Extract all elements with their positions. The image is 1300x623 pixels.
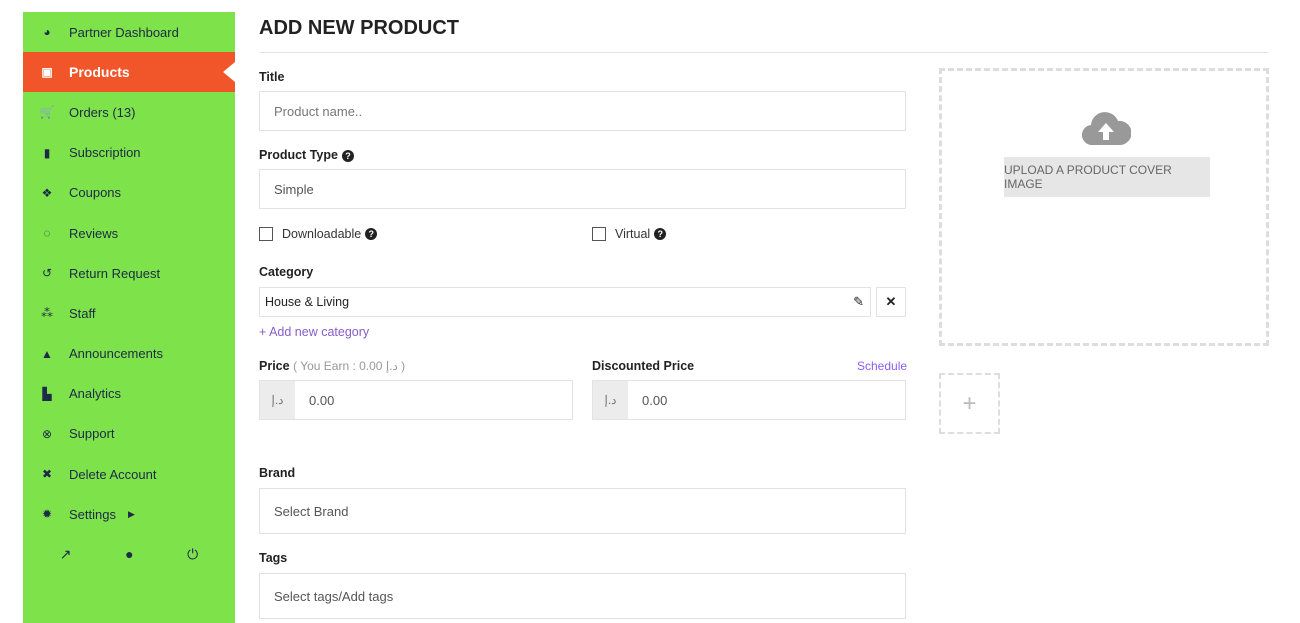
upload-cover-button[interactable]: UPLOAD A PRODUCT COVER IMAGE (1004, 157, 1210, 197)
sidebar-item-label: Return Request (69, 265, 161, 281)
undo-icon: ↺ (41, 266, 53, 281)
add-category-link[interactable]: + Add new category (259, 325, 370, 339)
downloadable-checkbox[interactable]: Downloadable? (259, 227, 378, 241)
sidebar-item-label: Announcements (69, 346, 163, 362)
chart-icon: ▙ (42, 386, 52, 401)
sidebar-item-reviews[interactable]: ◌ Reviews (23, 213, 235, 253)
sidebar-item-label: Delete Account (69, 466, 157, 482)
sidebar-item-label: Partner Dashboard (69, 24, 179, 40)
sidebar-item-label: Settings (69, 506, 116, 522)
price-input[interactable]: د.إ 0.00 (259, 380, 573, 420)
sidebar-item-label: Analytics (69, 386, 122, 402)
sidebar-item-orders[interactable]: 🛒 Orders (13) (23, 92, 235, 132)
tags-label: Tags (259, 551, 288, 565)
gift-icon: ❖ (41, 185, 53, 200)
sidebar-item-label: Staff (69, 305, 96, 321)
gear-icon: ✹ (41, 507, 53, 522)
user-times-icon: ✖ (41, 467, 53, 482)
comments-icon: ◌ (43, 226, 51, 241)
lifering-icon: ⊗ (41, 426, 53, 441)
help-icon[interactable]: ? (341, 150, 354, 162)
sidebar-item-label: Orders (13) (69, 104, 136, 120)
gauge-icon: ◕ (43, 25, 51, 40)
sidebar: ◕ Partner Dashboard ▣ Products 🛒 Orders (13) ▮… (23, 12, 235, 623)
schedule-link[interactable]: Schedule (857, 359, 908, 373)
sidebar-item-partner-dashboard[interactable]: ◕ Partner Dashboard (23, 12, 235, 52)
help-icon[interactable]: ? (365, 228, 378, 240)
product-type-value: Simple (274, 181, 314, 197)
sidebar-item-staff[interactable]: ⁂ Staff (23, 293, 235, 333)
category-value: House & Living (265, 295, 350, 309)
currency-addon: د.إ (593, 381, 628, 419)
edit-icon[interactable]: ✎ (853, 294, 864, 309)
product-type-label: Product Type? (259, 148, 354, 162)
sidebar-item-label: Subscription (69, 145, 141, 161)
brand-select[interactable]: Select Brand (259, 488, 906, 534)
discounted-price-input[interactable]: د.إ 0.00 (592, 380, 906, 420)
you-earn-text: ( You Earn : 0.00 د.إ ) (293, 359, 406, 373)
user-icon[interactable]: ● (125, 546, 134, 563)
sidebar-item-coupons[interactable]: ❖ Coupons (23, 173, 235, 213)
add-gallery-image-button[interactable]: + (939, 373, 1000, 434)
power-icon[interactable]: ⏻ (187, 546, 199, 563)
clear-category-button[interactable]: ✕ (876, 287, 906, 317)
price-label: Price ( You Earn : 0.00 د.إ ) (259, 359, 406, 373)
brand-label: Brand (259, 466, 296, 480)
sidebar-item-label: Reviews (69, 225, 119, 241)
help-icon[interactable]: ? (654, 228, 667, 240)
sidebar-item-settings[interactable]: ✹ Settings ▶ (23, 494, 235, 534)
briefcase-icon: ▣ (41, 65, 53, 80)
main: ADD NEW PRODUCT (259, 0, 1269, 53)
sidebar-item-label: Products (69, 64, 130, 81)
sidebar-item-support[interactable]: ⊗ Support (23, 414, 235, 454)
cart-icon: 🛒 (39, 105, 55, 120)
sidebar-item-subscription[interactable]: ▮ Subscription (23, 133, 235, 173)
bell-icon: ▲ (41, 346, 53, 361)
sidebar-item-label: Coupons (69, 185, 122, 201)
title-placeholder: Product name.. (274, 103, 363, 119)
external-link-icon[interactable]: ↗ (59, 546, 72, 563)
sidebar-item-return-request[interactable]: ↺ Return Request (23, 253, 235, 293)
page-title: ADD NEW PRODUCT (259, 17, 1269, 53)
close-icon: ✕ (885, 294, 897, 309)
users-icon: ⁂ (41, 306, 53, 321)
sidebar-item-announcements[interactable]: ▲ Announcements (23, 334, 235, 374)
currency-addon: د.إ (260, 381, 295, 419)
virtual-checkbox[interactable]: Virtual? (592, 227, 667, 241)
sidebar-item-products[interactable]: ▣ Products (23, 52, 235, 93)
category-label: Category (259, 265, 314, 279)
sidebar-item-analytics[interactable]: ▙ Analytics (23, 374, 235, 414)
product-type-select[interactable]: Simple (259, 169, 906, 209)
discounted-price-label: Discounted Price (592, 359, 695, 373)
cloud-upload-icon (1082, 112, 1131, 146)
plus-icon: + (962, 389, 977, 417)
sidebar-item-label: Support (69, 426, 115, 442)
sidebar-item-delete-account[interactable]: ✖ Delete Account (23, 454, 235, 494)
title-label: Title (259, 70, 285, 84)
caret-right-icon: ▶ (127, 508, 135, 519)
title-input[interactable]: Product name.. (259, 91, 906, 131)
cover-image-dropzone[interactable]: UPLOAD A PRODUCT COVER IMAGE (939, 68, 1269, 346)
tags-input[interactable]: Select tags/Add tags (259, 573, 906, 619)
category-select[interactable]: House & Living ✎ (259, 287, 871, 317)
book-icon: ▮ (43, 145, 51, 160)
